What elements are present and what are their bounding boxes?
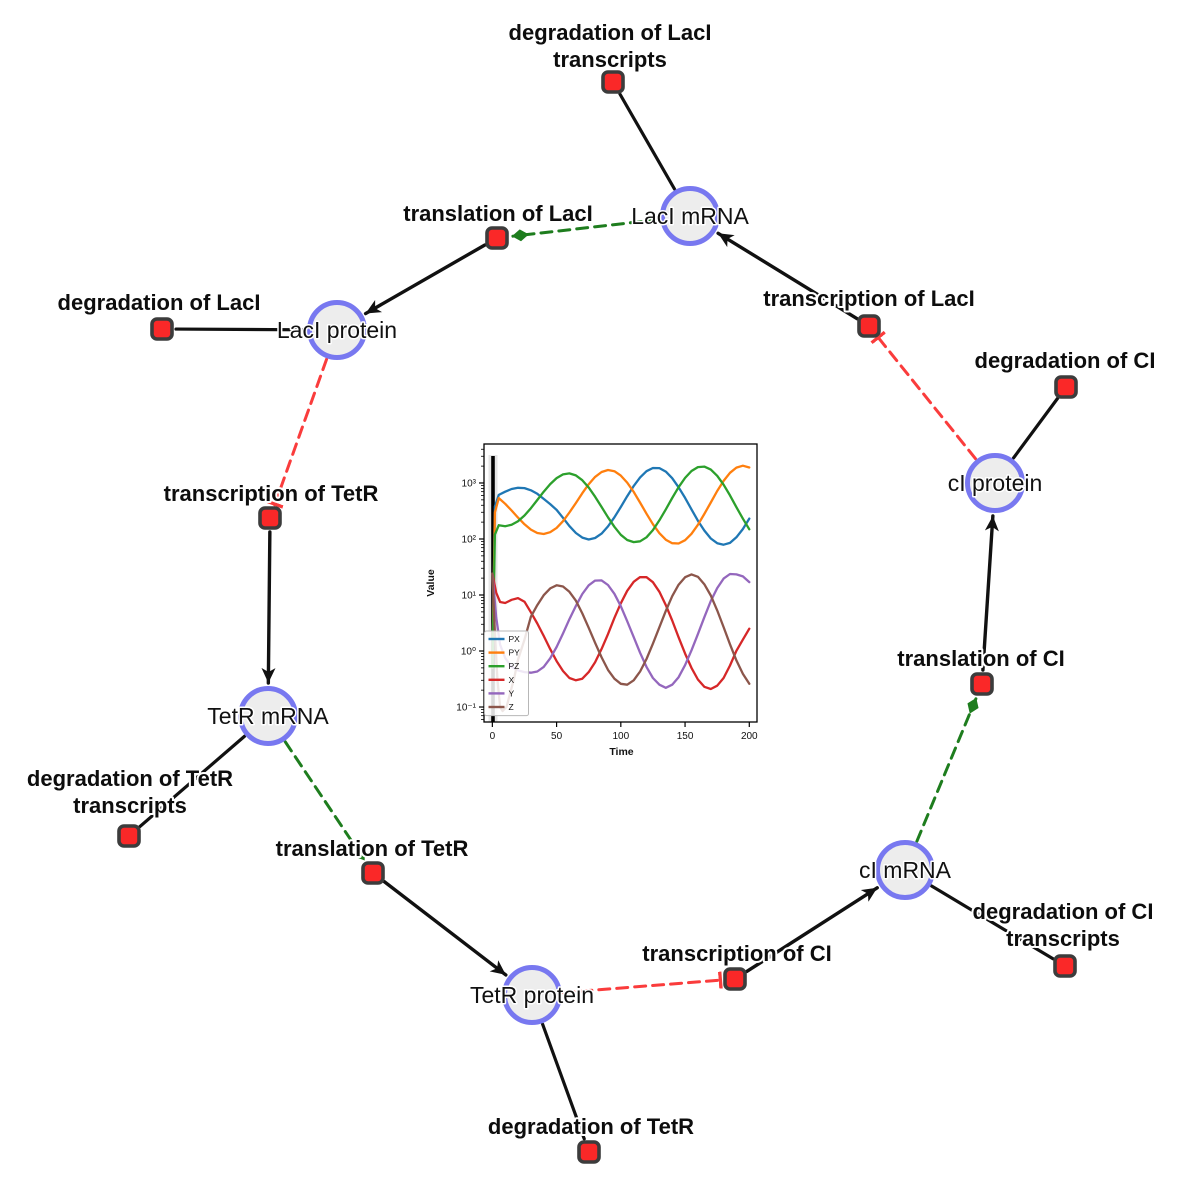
edge-plain-tetr_mrna-to-deg_tetr_tx bbox=[137, 734, 247, 829]
x-tick-label: 150 bbox=[677, 731, 694, 742]
series-line-PY bbox=[491, 464, 751, 670]
reaction-node-deg_tetr_tx bbox=[117, 824, 141, 848]
legend-label-PZ: PZ bbox=[509, 661, 520, 671]
reaction-label-degradation_tetr: degradation of TetR bbox=[488, 1114, 694, 1139]
series-line-X bbox=[491, 572, 751, 691]
x-tick-label: 50 bbox=[551, 731, 563, 742]
edge-activation-laci_mrna-to-translation_laci bbox=[511, 218, 661, 242]
reaction-node-transcription_tetr bbox=[258, 506, 282, 530]
edge-arrow-translation_tetr-to-tetr_protein bbox=[382, 879, 508, 977]
reaction-label-transcription_tetr: transcription of TetR bbox=[164, 481, 379, 506]
inset-chart: 0 50 100 150 200 10⁻¹ 10⁰ 10¹ 10² 10³ Time Value PX P… bbox=[425, 443, 758, 758]
y-axis-title: Value bbox=[425, 569, 437, 597]
edge-plain-ci_mrna-to-deg_ci_tx bbox=[929, 884, 1055, 961]
y-tick-label: 10¹ bbox=[462, 590, 477, 601]
species-label-ci_protein: cI protein bbox=[948, 470, 1043, 496]
reaction-node-deg_laci_tx bbox=[601, 70, 625, 94]
y-tick-label: 10⁰ bbox=[461, 647, 476, 658]
reaction-node-translation_tetr bbox=[361, 861, 385, 885]
species-node-ci_mrna bbox=[875, 840, 935, 900]
series-line-Z bbox=[491, 572, 751, 713]
reaction-node-degradation_laci bbox=[150, 317, 174, 341]
reaction-label-degradation_ci: degradation of CI bbox=[975, 348, 1156, 373]
reaction-node-degradation_tetr bbox=[577, 1140, 601, 1164]
legend-box bbox=[484, 630, 529, 717]
reaction-node-transcription_laci bbox=[857, 314, 881, 338]
edge-inhibition-tetr_protein-to-transcription_ci bbox=[561, 971, 723, 995]
x-axis-title: Time bbox=[609, 746, 633, 758]
x-tick-label: 100 bbox=[612, 731, 629, 742]
legend-label-PY: PY bbox=[509, 648, 521, 658]
species-node-laci_protein bbox=[307, 300, 367, 360]
species-label-tetr_mrna: TetR mRNA bbox=[207, 703, 329, 729]
legend-label-X: X bbox=[509, 675, 515, 685]
species-label-ci_mrna: cI mRNA bbox=[859, 857, 952, 883]
x-tick-label: 0 bbox=[490, 731, 496, 742]
labels-layer: LacI mRNA LacI protein TetR mRNA TetR prote… bbox=[25, 18, 1158, 1141]
reaction-node-degradation_ci bbox=[1054, 375, 1078, 399]
nodes-layer bbox=[117, 70, 1078, 1164]
reaction-node-transcription_ci bbox=[723, 967, 747, 991]
y-tick-label: 10³ bbox=[462, 478, 477, 489]
reaction-node-translation_ci bbox=[970, 672, 994, 696]
legend-label-Z: Z bbox=[509, 702, 514, 712]
reaction-label-deg_ci_tx: degradation of CI transcripts bbox=[973, 899, 1154, 951]
legend-label-PX: PX bbox=[509, 634, 521, 644]
y-tick-label: 10² bbox=[462, 534, 477, 545]
reaction-node-translation_laci bbox=[485, 226, 509, 250]
series-line-Y bbox=[491, 572, 751, 689]
series-line-PZ bbox=[491, 465, 751, 670]
reaction-label-degradation_laci: degradation of LacI bbox=[58, 290, 261, 315]
species-node-ci_protein bbox=[965, 453, 1025, 513]
edge-arrow-transcription_tetr-to-tetr_mrna bbox=[261, 530, 276, 685]
reaction-label-transcription_laci: transcription of LacI bbox=[763, 286, 974, 311]
species-label-laci_mrna: LacI mRNA bbox=[631, 203, 749, 229]
legend-label-Y: Y bbox=[509, 688, 515, 698]
reaction-node-deg_ci_tx bbox=[1053, 954, 1077, 978]
x-tick-label: 200 bbox=[741, 731, 758, 742]
reaction-label-deg_tetr_tx: degradation of TetR transcripts bbox=[27, 766, 233, 818]
edge-activation-tetr_mrna-to-translation_tetr bbox=[283, 740, 366, 862]
edge-inhibition-laci_protein-to-transcription_tetr bbox=[266, 357, 329, 509]
series-line-PX bbox=[491, 466, 751, 670]
species-label-tetr_protein: TetR protein bbox=[470, 982, 594, 1008]
y-tick-label: 10⁻¹ bbox=[456, 703, 476, 714]
edges-layer bbox=[137, 92, 1060, 1141]
edge-arrow-translation_ci-to-ci_protein bbox=[981, 514, 999, 672]
reaction-label-transcription_ci: transcription of CI bbox=[642, 941, 831, 966]
edge-arrow-translation_laci-to-laci_protein bbox=[363, 243, 487, 316]
edge-activation-ci_mrna-to-translation_ci bbox=[915, 697, 979, 843]
edge-plain-laci_mrna-to-deg_laci_tx bbox=[618, 92, 677, 191]
reaction-label-translation_laci: translation of LacI bbox=[403, 201, 592, 226]
edge-arrow-transcription_ci-to-ci_mrna bbox=[745, 886, 879, 974]
reaction-label-translation_ci: translation of CI bbox=[897, 646, 1064, 671]
edge-inhibition-ci_protein-to-transcription_laci bbox=[870, 330, 978, 461]
edge-arrow-transcription_laci-to-laci_mrna bbox=[716, 231, 859, 321]
edge-plain-ci_protein-to-degradation_ci bbox=[1011, 396, 1060, 460]
reaction-label-deg_laci_tx: degradation of LacI transcripts bbox=[509, 20, 712, 72]
species-node-laci_mrna bbox=[660, 186, 720, 246]
species-node-tetr_mrna bbox=[238, 686, 298, 746]
edge-plain-laci_protein-to-degradation_laci bbox=[174, 327, 308, 332]
edge-plain-tetr_protein-to-degradation_tetr bbox=[540, 1022, 586, 1141]
species-label-laci_protein: LacI protein bbox=[277, 317, 397, 343]
reaction-label-translation_tetr: translation of TetR bbox=[276, 836, 469, 861]
species-node-tetr_protein bbox=[502, 965, 562, 1025]
